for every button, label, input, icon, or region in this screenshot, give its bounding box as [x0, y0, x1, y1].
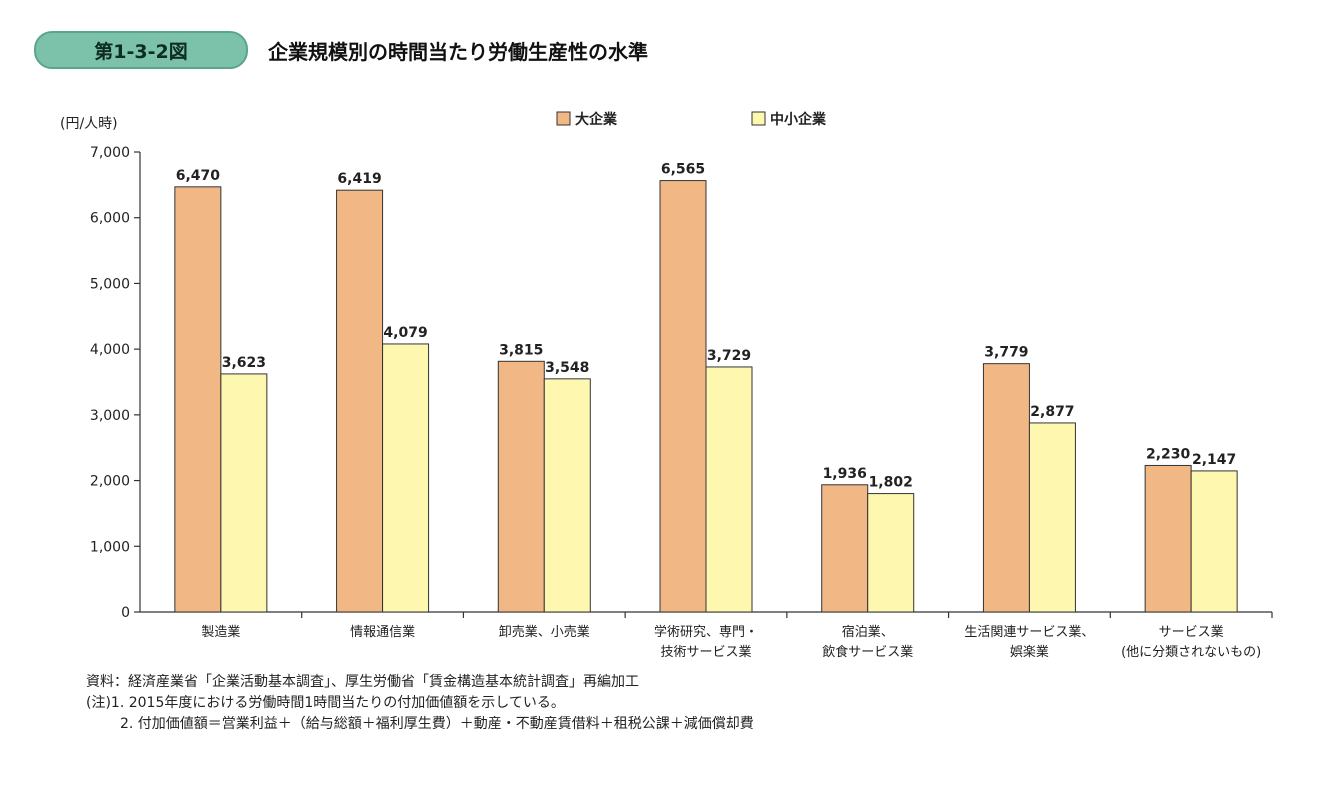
y-tick-label: 0	[121, 605, 130, 621]
bar-value-label: 1,936	[823, 466, 867, 482]
bar-value-label: 6,565	[661, 162, 705, 178]
bar-value-label: 6,470	[176, 168, 221, 184]
bar	[867, 493, 915, 613]
x-tick-label: 技術サービス業	[660, 644, 751, 660]
x-tick-label: サービス業	[1159, 624, 1224, 640]
bar	[1028, 422, 1076, 613]
bar-value-label: 2,230	[1146, 446, 1191, 462]
y-axis-unit-label: (円/人時)	[60, 116, 118, 132]
bar-value-label: 2,877	[1030, 404, 1074, 420]
bar-chart: (円/人時) 0 1,000 2,000 3,000 4,000 5,000 6,000 7,0…	[60, 111, 1273, 660]
bar-value-label: 6,419	[337, 171, 381, 187]
y-tick-label: 4,000	[90, 342, 130, 358]
bar	[220, 373, 268, 613]
y-tick-label: 7,000	[90, 145, 130, 161]
bar	[497, 360, 545, 613]
y-tick-label: 3,000	[90, 408, 130, 424]
bar	[1190, 470, 1238, 613]
x-tick-label: 学術研究、専門・	[654, 624, 758, 640]
figure-label-badge: 第1-3-2図	[34, 31, 248, 69]
figure-header: 第1-3-2図 企業規模別の時間当たり労働生産性の水準	[34, 30, 648, 70]
bar-value-label: 3,548	[545, 360, 589, 376]
legend-label: 大企業	[575, 111, 618, 128]
bar-value-label: 1,802	[869, 475, 913, 491]
legend-label: 中小企業	[770, 111, 827, 128]
bar	[659, 180, 707, 613]
legend-swatch	[751, 111, 766, 126]
x-tick-label: 製造業	[201, 624, 240, 640]
x-tick-label: 情報通信業	[350, 624, 415, 640]
x-tick-label: 娯楽業	[1010, 644, 1049, 660]
x-tick-label: (他に分類されないもの)	[1121, 645, 1261, 660]
y-tick-label: 5,000	[90, 276, 130, 292]
bar	[336, 189, 384, 613]
bar-value-label: 3,815	[499, 342, 543, 358]
bar	[982, 363, 1030, 613]
bar-value-label: 3,729	[707, 348, 751, 364]
y-tick-label: 2,000	[90, 474, 130, 490]
bar-value-label: 3,623	[222, 355, 266, 371]
bar	[382, 343, 430, 613]
legend-swatch	[556, 111, 571, 126]
x-tick-label: 卸売業、小売業	[499, 624, 590, 640]
x-tick-label: 生活関連サービス業、	[964, 624, 1094, 640]
bar	[543, 378, 591, 613]
source-note: 資料：経済産業省「企業活動基本調査」、厚生労働省「賃金構造基本統計調査」再編加工	[86, 674, 639, 690]
bar	[821, 484, 869, 613]
note-1: (注)1. 2015年度における労働時間1時間当たりの付加価値額を示している。	[86, 695, 565, 711]
bar	[705, 366, 753, 613]
bar	[1144, 464, 1192, 613]
y-tick-label: 6,000	[90, 211, 130, 227]
note-2: 2. 付加価値額＝営業利益＋（給与総額＋福利厚生費）＋動産・不動産賃借料＋租税公…	[120, 716, 754, 732]
bar-value-label: 3,779	[984, 345, 1028, 361]
figure-title: 企業規模別の時間当たり労働生産性の水準	[268, 39, 648, 64]
bar-value-label: 2,147	[1192, 452, 1236, 468]
notes-block: 資料：経済産業省「企業活動基本調査」、厚生労働省「賃金構造基本統計調査」再編加工…	[86, 672, 754, 735]
bar	[174, 186, 222, 613]
x-tick-label: 宿泊業、	[842, 624, 894, 640]
y-tick-label: 1,000	[90, 539, 130, 555]
bar-value-label: 4,079	[383, 325, 427, 341]
x-tick-label: 飲食サービス業	[822, 644, 913, 660]
